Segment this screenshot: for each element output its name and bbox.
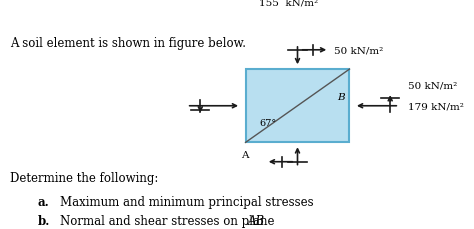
- Text: B: B: [337, 93, 345, 102]
- Text: a.: a.: [37, 195, 49, 208]
- Text: Determine the following:: Determine the following:: [10, 172, 159, 185]
- Text: Maximum and minimum principal stresses: Maximum and minimum principal stresses: [60, 195, 314, 208]
- Text: 155  kN/m²: 155 kN/m²: [259, 0, 318, 8]
- Text: AB: AB: [248, 214, 265, 227]
- Text: A soil element is shown in figure below.: A soil element is shown in figure below.: [10, 37, 246, 50]
- Text: 50 kN/m²: 50 kN/m²: [334, 46, 383, 55]
- Text: b.: b.: [37, 214, 50, 227]
- Text: 67°: 67°: [259, 118, 276, 127]
- Text: 179 kN/m²: 179 kN/m²: [408, 102, 464, 111]
- Bar: [246, 70, 349, 143]
- Text: 50 kN/m²: 50 kN/m²: [408, 81, 457, 90]
- Text: A: A: [241, 150, 248, 159]
- Text: Normal and shear stresses on plane: Normal and shear stresses on plane: [60, 214, 278, 227]
